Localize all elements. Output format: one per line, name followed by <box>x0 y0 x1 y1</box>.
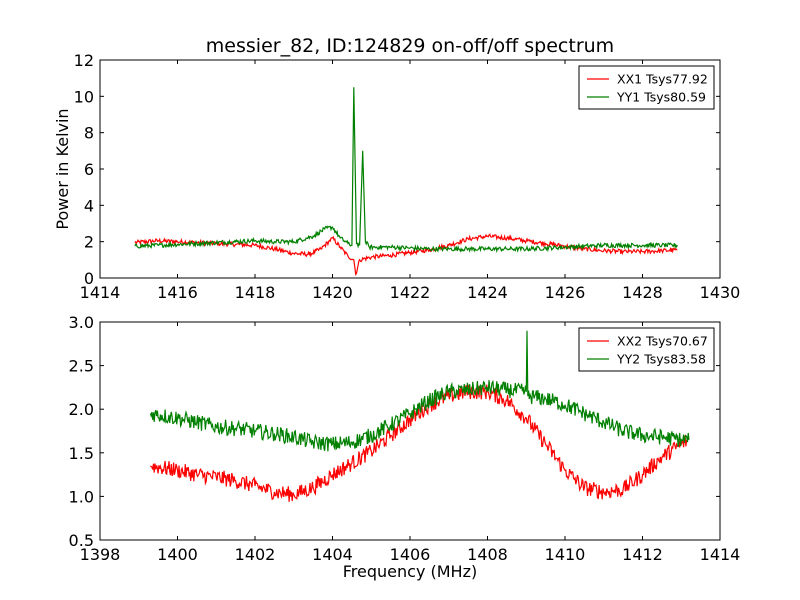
x-tick-label: 1412 <box>622 545 663 564</box>
legend-box <box>578 327 715 372</box>
legend-entry-label: XX1 Tsys77.92 <box>617 72 708 87</box>
x-tick-label: 1426 <box>545 283 586 302</box>
x-tick-label: 1424 <box>467 283 508 302</box>
x-tick-label: 1414 <box>80 283 121 302</box>
series-line-xx2 <box>149 384 690 502</box>
legend: XX2 Tsys70.67 YY2 Tsys83.58 <box>578 327 715 372</box>
x-tick-label: 1416 <box>157 283 198 302</box>
y-axis-label: Power in Kelvin <box>53 108 72 229</box>
x-tick-label: 1410 <box>545 545 586 564</box>
x-tick-label: 1408 <box>467 545 508 564</box>
y-tick-label: 3.0 <box>69 313 94 332</box>
y-tick-label: 8 <box>84 124 94 143</box>
plot-area <box>149 330 690 502</box>
series-line-yy2 <box>149 330 690 452</box>
y-tick-label: 0 <box>84 269 94 288</box>
x-tick-label: 1406 <box>390 545 431 564</box>
y-tick-label: 2.5 <box>69 357 94 376</box>
x-tick-label: 1402 <box>235 545 276 564</box>
y-tick-label: 1.5 <box>69 444 94 463</box>
chart-title: messier_82, ID:124829 on-off/off spectru… <box>206 35 614 57</box>
legend-entry-label: YY1 Tsys80.59 <box>616 90 706 105</box>
x-tick-label: 1422 <box>390 283 431 302</box>
lower-spectrum-chart: 1398 1400 1402 1404 1406 1408 1410 1412 1414 0.5 1… <box>69 313 741 581</box>
x-tick-label: 1418 <box>235 283 276 302</box>
y-tick-label: 0.5 <box>69 531 94 550</box>
y-tick-label: 12 <box>74 51 94 70</box>
y-tick-label: 10 <box>74 87 94 106</box>
y-tick-label: 2.0 <box>69 400 94 419</box>
plot-area <box>134 87 678 276</box>
legend: XX1 Tsys77.92 YY1 Tsys80.59 <box>578 65 715 110</box>
legend-entry-label: YY2 Tsys83.58 <box>616 352 706 367</box>
x-axis-label: Frequency (MHz) <box>343 562 477 581</box>
series-line-yy1 <box>134 87 678 254</box>
x-tick-label: 1428 <box>622 283 663 302</box>
x-tick-label: 1420 <box>312 283 353 302</box>
y-tick-label: 6 <box>84 160 94 179</box>
x-tick-label: 1414 <box>700 545 741 564</box>
y-tick-label: 1.0 <box>69 487 94 506</box>
legend-box <box>578 65 715 110</box>
x-tick-label: 1404 <box>312 545 353 564</box>
y-tick-label: 4 <box>84 196 94 215</box>
upper-spectrum-chart: 1414 1416 1418 1420 1422 1424 1426 1428 1430 0 2 4 6… <box>53 35 740 302</box>
x-tick-label: 1430 <box>700 283 741 302</box>
legend-entry-label: XX2 Tsys70.67 <box>617 334 708 349</box>
x-tick-label: 1400 <box>157 545 198 564</box>
y-tick-label: 2 <box>84 233 94 252</box>
x-tick-label: 1398 <box>80 545 121 564</box>
